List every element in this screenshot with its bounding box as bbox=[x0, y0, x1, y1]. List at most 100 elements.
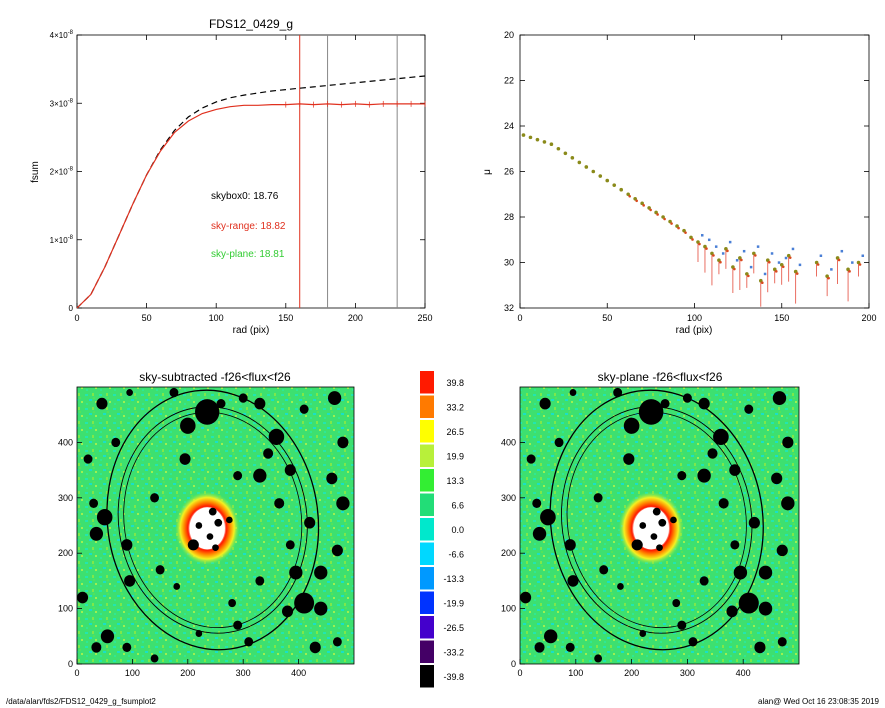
aperture-ellipses bbox=[549, 389, 764, 651]
galaxy-core bbox=[175, 491, 240, 565]
colorbar-label: 33.2 bbox=[446, 403, 464, 413]
mask-blob bbox=[216, 398, 226, 409]
colorbar-swatch bbox=[420, 591, 434, 614]
mask-blob bbox=[697, 468, 711, 483]
sky-range-point bbox=[670, 222, 673, 225]
y-tick-label: 2×10-8 bbox=[50, 167, 74, 177]
y-tick-label: 400 bbox=[58, 437, 73, 447]
colorbar-label: -26.5 bbox=[443, 623, 464, 633]
sky-range-point bbox=[684, 231, 687, 234]
mask-blob bbox=[554, 437, 564, 448]
core-mask-blob bbox=[212, 544, 219, 551]
x-tick-label: 50 bbox=[602, 313, 612, 323]
mask-blob bbox=[672, 598, 681, 608]
mask-blob bbox=[254, 397, 266, 410]
sky-plane-point bbox=[777, 261, 781, 264]
sky-range-point bbox=[754, 254, 757, 257]
profile-point bbox=[542, 140, 547, 144]
aperture-ellipse bbox=[561, 406, 753, 634]
colorbar: 39.8 33.2 26.5 19.9 13.3 6.6 0.0 -6.6 -13.3 -19.9… bbox=[420, 371, 464, 688]
mask-blob bbox=[520, 591, 532, 604]
mask-blob bbox=[228, 598, 236, 608]
colorbar-label: -13.3 bbox=[443, 574, 464, 584]
colorbar-label: -33.2 bbox=[443, 648, 464, 658]
x-tick-label: 100 bbox=[125, 668, 140, 678]
core-mask-blob bbox=[656, 544, 663, 551]
sky-range-point bbox=[649, 208, 652, 212]
y-tick-label: 0 bbox=[69, 304, 74, 313]
colorbar-label: 13.3 bbox=[446, 476, 464, 486]
mask-blob bbox=[96, 509, 113, 526]
colorbar-swatch bbox=[420, 665, 434, 688]
sky-plane-annotation: sky-plane: 18.81 bbox=[211, 249, 285, 260]
x-tick-label: 150 bbox=[278, 313, 293, 323]
mask-blob bbox=[180, 417, 196, 434]
mu-profile-points bbox=[521, 133, 865, 307]
mask-blob bbox=[327, 391, 342, 406]
x-tick-label: 300 bbox=[236, 668, 251, 678]
mask-blob bbox=[698, 397, 710, 410]
mask-blob bbox=[121, 539, 133, 551]
mask-blob bbox=[782, 436, 794, 449]
fsum-panel: FDS12_0429_g rad (pix) fsum 0 50 100 150 200… bbox=[30, 17, 433, 336]
fsum-curves bbox=[76, 75, 426, 309]
sky-plane-point bbox=[791, 247, 795, 251]
sky-range-point bbox=[740, 258, 743, 262]
mu-x-axis-label: rad (pix) bbox=[676, 325, 713, 336]
colorbar-label: 26.5 bbox=[446, 427, 464, 437]
sky-range-point bbox=[719, 260, 722, 264]
mask-blob bbox=[285, 540, 295, 550]
colorbar-swatch bbox=[420, 371, 434, 394]
galaxy-core bbox=[618, 491, 684, 565]
fsum-plot-frame bbox=[76, 34, 426, 309]
sky-range-point bbox=[781, 265, 785, 269]
core-mask-blob bbox=[658, 518, 667, 527]
mask-blob bbox=[83, 454, 93, 464]
mask-blob bbox=[96, 397, 108, 410]
profile-point bbox=[577, 160, 582, 165]
colorbar-label: -6.6 bbox=[448, 550, 464, 560]
profile-point bbox=[556, 146, 561, 151]
sky-plane-point bbox=[721, 252, 725, 255]
mask-blob bbox=[758, 601, 773, 616]
sky-range-point bbox=[663, 217, 666, 221]
mask-blob bbox=[255, 576, 265, 586]
mask-blob bbox=[744, 404, 754, 414]
mask-blob bbox=[623, 417, 640, 434]
sky-range-point bbox=[628, 194, 631, 198]
x-tick-label: 150 bbox=[774, 313, 789, 323]
y-tick-label: 0 bbox=[68, 659, 73, 669]
mask-blob bbox=[532, 526, 547, 541]
profile-point bbox=[535, 137, 540, 142]
mask-blob bbox=[738, 592, 759, 614]
mask-blob bbox=[100, 629, 115, 644]
sky-subtracted-title: sky-subtracted -f26<flux<f26 bbox=[139, 370, 291, 384]
aperture-ellipse bbox=[549, 389, 764, 651]
profile-point bbox=[521, 133, 526, 137]
sky-range-point bbox=[767, 260, 771, 264]
mask-blob bbox=[294, 592, 315, 614]
profile-point bbox=[584, 165, 589, 169]
sky-plane-frame bbox=[519, 386, 800, 665]
colorbar-label: 19.9 bbox=[446, 452, 464, 462]
colorbar-label: 39.8 bbox=[446, 378, 464, 388]
mask-blob bbox=[617, 582, 624, 590]
y-tick-label: 400 bbox=[501, 437, 516, 447]
core-mask-blob bbox=[650, 533, 658, 540]
core-mask-blob bbox=[195, 522, 203, 529]
sky-range-point bbox=[705, 247, 708, 250]
y-tick-label: 300 bbox=[58, 493, 73, 503]
mu-axes: 0 50 100 150 200 20 22 24 26 28 30 32 bbox=[504, 30, 877, 323]
core-mask-blob bbox=[639, 522, 647, 529]
mask-blob bbox=[564, 539, 576, 551]
skybox0-annotation: skybox0: 18.76 bbox=[211, 191, 279, 202]
sky-plane-point bbox=[830, 268, 833, 271]
sky-range-point bbox=[848, 270, 851, 273]
aperture-ellipse bbox=[117, 406, 308, 634]
x-tick-label: 0 bbox=[74, 668, 79, 678]
sky-range-point bbox=[691, 238, 694, 241]
sky-range-point bbox=[712, 254, 715, 257]
x-tick-label: 100 bbox=[568, 668, 583, 678]
x-tick-label: 100 bbox=[209, 313, 224, 323]
colorbar-swatch bbox=[420, 542, 434, 565]
